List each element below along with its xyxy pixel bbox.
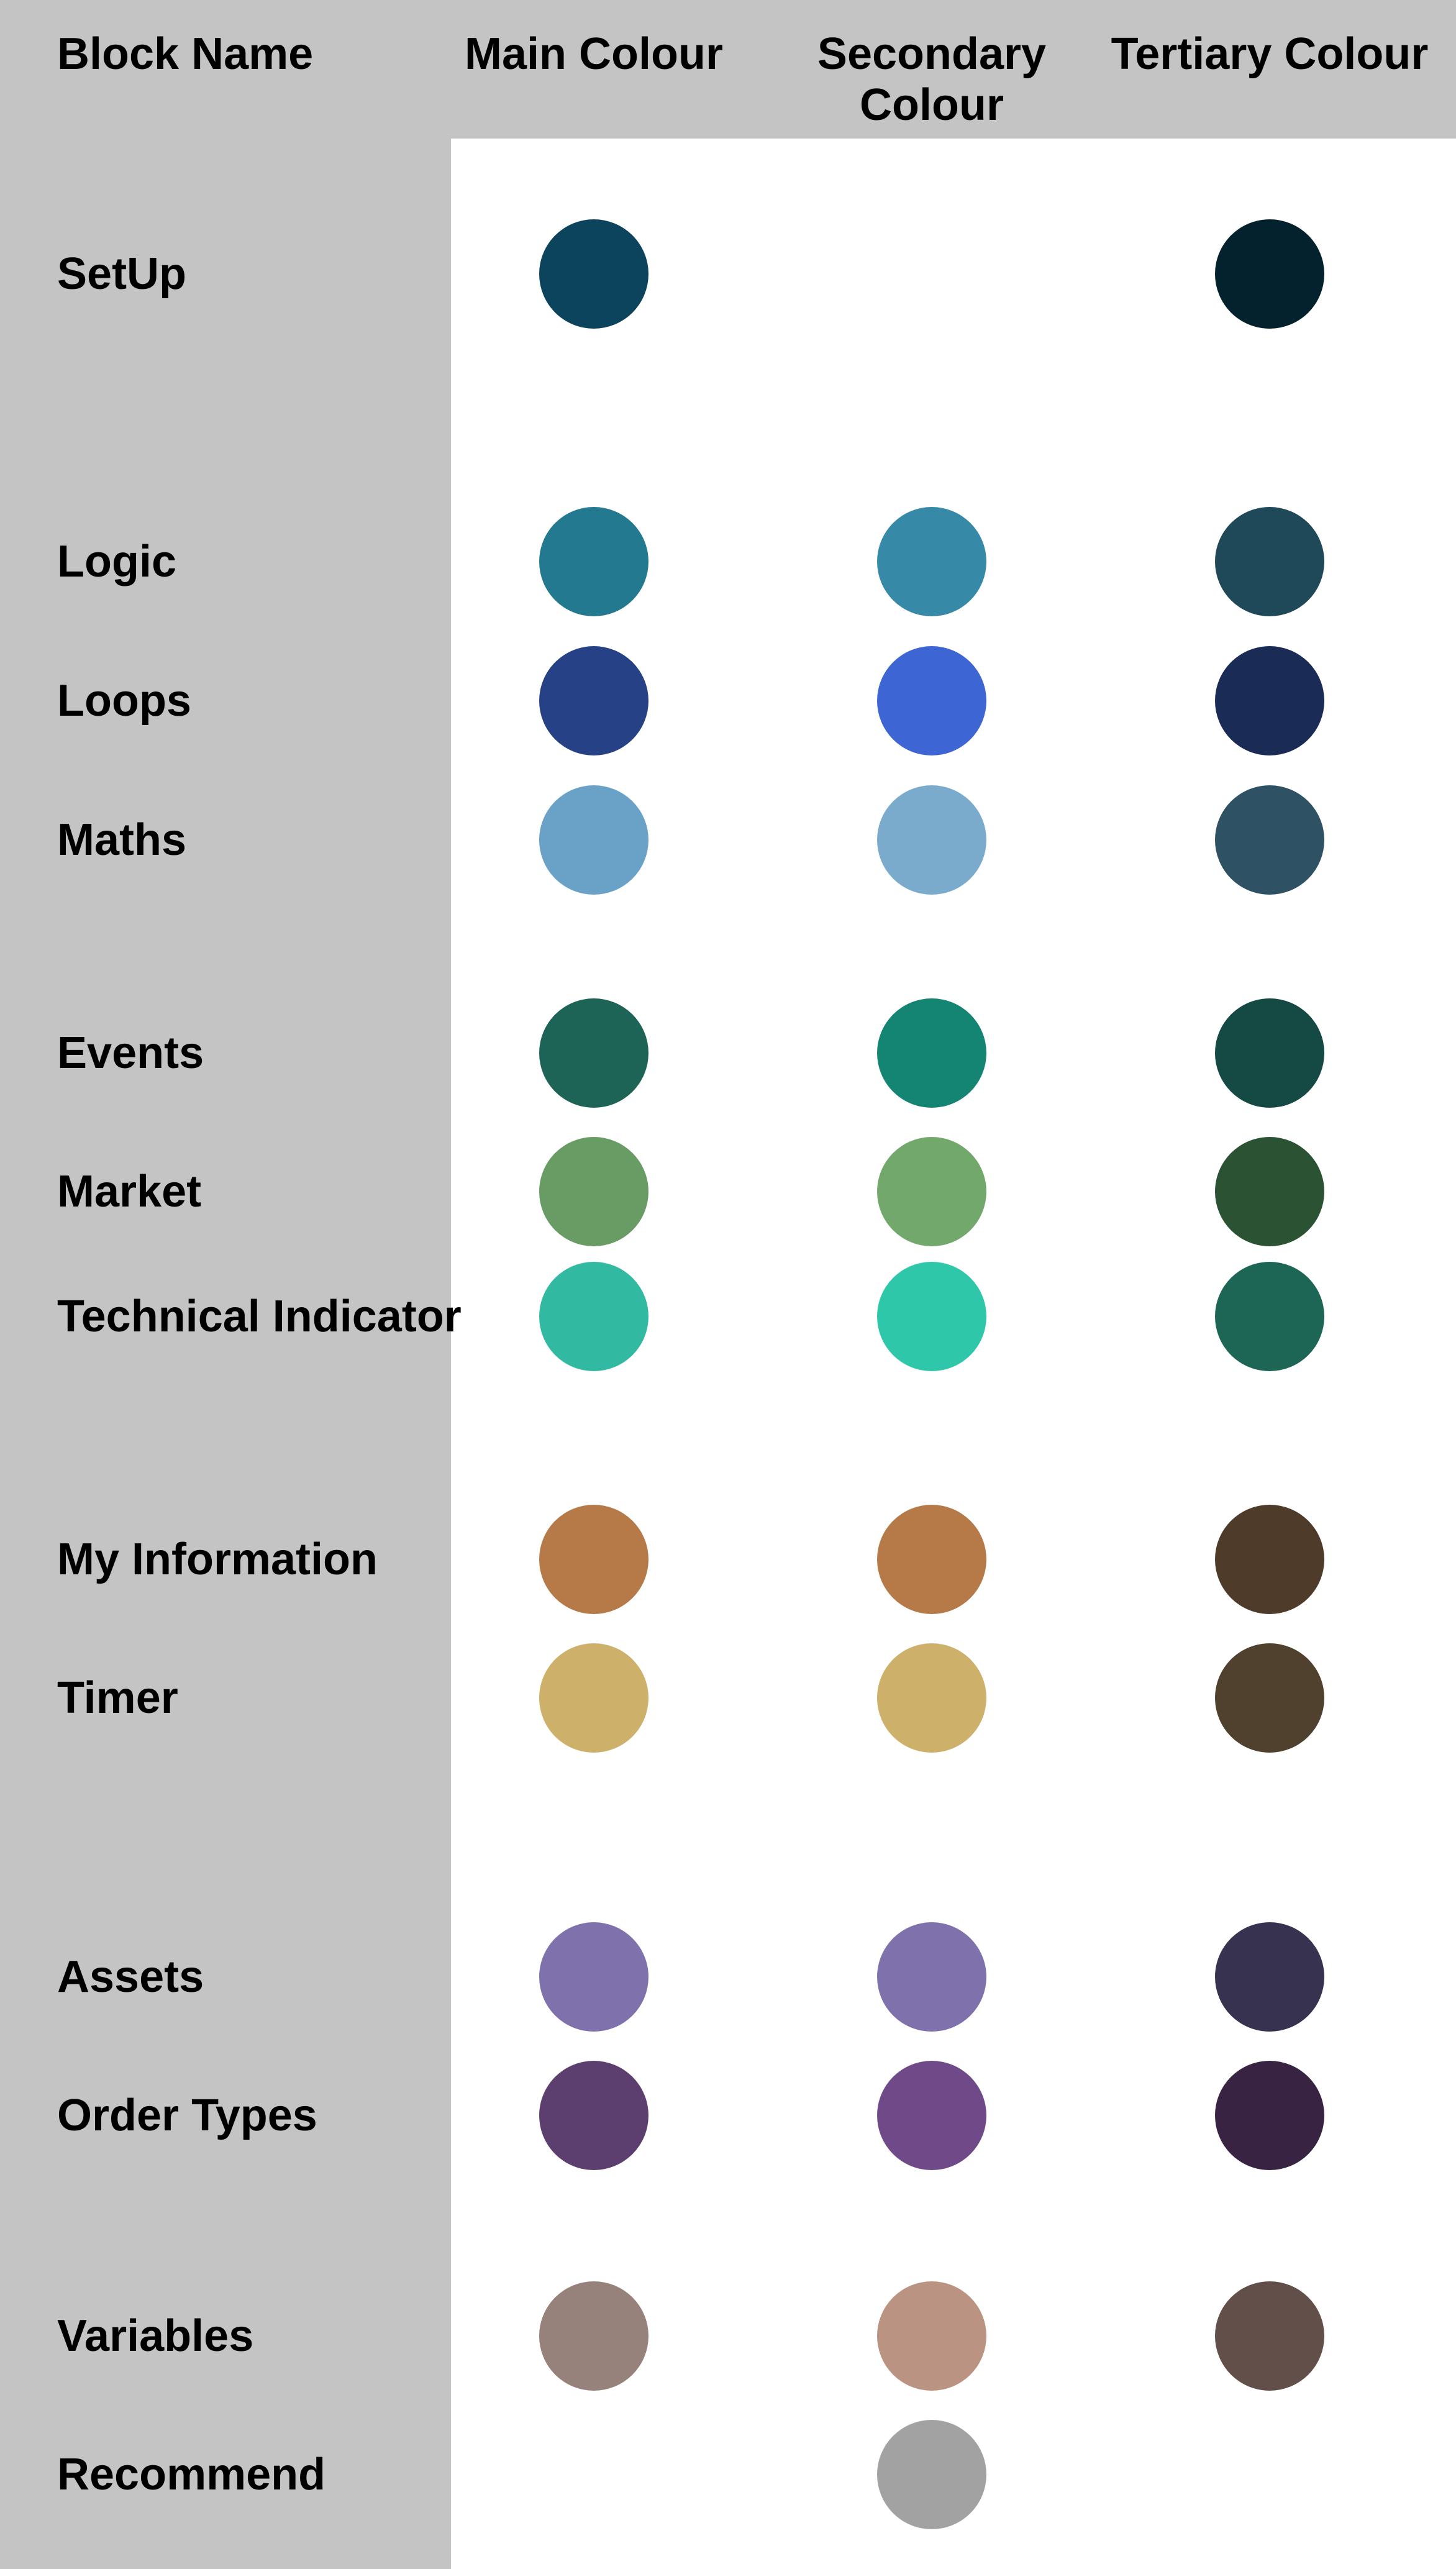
- secondary-colour-swatch: [877, 646, 986, 755]
- main-colour-swatch: [539, 2061, 648, 2170]
- main-colour-swatch: [539, 646, 648, 755]
- secondary-colour-swatch: [877, 1643, 986, 1753]
- tertiary-colour-swatch: [1215, 507, 1324, 616]
- main-colour-swatch: [539, 1643, 648, 1753]
- tertiary-colour-swatch: [1215, 998, 1324, 1108]
- tertiary-colour-swatch: [1215, 785, 1324, 895]
- block-name-label: Maths: [57, 815, 187, 865]
- block-name-label: Loops: [57, 676, 191, 726]
- block-name-label: SetUp: [57, 249, 187, 299]
- main-colour-swatch: [539, 785, 648, 895]
- secondary-colour-swatch: [877, 1922, 986, 2032]
- main-colour-swatch: [539, 998, 648, 1108]
- header-main-colour: Main Colour: [465, 29, 723, 79]
- block-name-label: Assets: [57, 1952, 204, 2002]
- tertiary-colour-swatch: [1215, 1505, 1324, 1614]
- main-colour-swatch: [539, 507, 648, 616]
- main-colour-swatch: [539, 1922, 648, 2032]
- tertiary-colour-swatch: [1215, 1922, 1324, 2032]
- secondary-colour-swatch: [877, 2281, 986, 2391]
- tertiary-colour-swatch: [1215, 219, 1324, 329]
- block-name-label: Variables: [57, 2311, 254, 2361]
- block-name-label: Recommend: [57, 2450, 326, 2499]
- header-tertiary-colour: Tertiary Colour: [1111, 29, 1429, 79]
- tertiary-colour-swatch: [1215, 2281, 1324, 2391]
- main-colour-swatch: [539, 219, 648, 329]
- main-colour-swatch: [539, 2281, 648, 2391]
- secondary-colour-swatch: [877, 2061, 986, 2170]
- secondary-colour-swatch: [877, 1505, 986, 1614]
- main-colour-swatch: [539, 1137, 648, 1246]
- tertiary-colour-swatch: [1215, 1643, 1324, 1753]
- secondary-colour-swatch: [877, 2420, 986, 2529]
- block-name-label: Timer: [57, 1673, 178, 1723]
- main-colour-swatch: [539, 1505, 648, 1614]
- block-name-label: Logic: [57, 537, 176, 586]
- secondary-colour-swatch: [877, 1137, 986, 1246]
- block-name-label: Order Types: [57, 2091, 317, 2140]
- secondary-colour-swatch: [877, 1262, 986, 1371]
- block-name-label: My Information: [57, 1535, 378, 1584]
- block-name-column: [0, 0, 451, 2569]
- main-colour-swatch: [539, 1262, 648, 1371]
- block-name-label: Market: [57, 1167, 202, 1216]
- secondary-colour-swatch: [877, 998, 986, 1108]
- secondary-colour-swatch: [877, 785, 986, 895]
- tertiary-colour-swatch: [1215, 1262, 1324, 1371]
- header-block-name: Block Name: [57, 29, 314, 79]
- header-secondary-colour: Secondary Colour: [817, 29, 1047, 130]
- tertiary-colour-swatch: [1215, 1137, 1324, 1246]
- secondary-colour-swatch: [877, 507, 986, 616]
- block-name-label: Technical Indicator: [57, 1292, 462, 1341]
- tertiary-colour-swatch: [1215, 2061, 1324, 2170]
- block-name-label: Events: [57, 1028, 204, 1078]
- tertiary-colour-swatch: [1215, 646, 1324, 755]
